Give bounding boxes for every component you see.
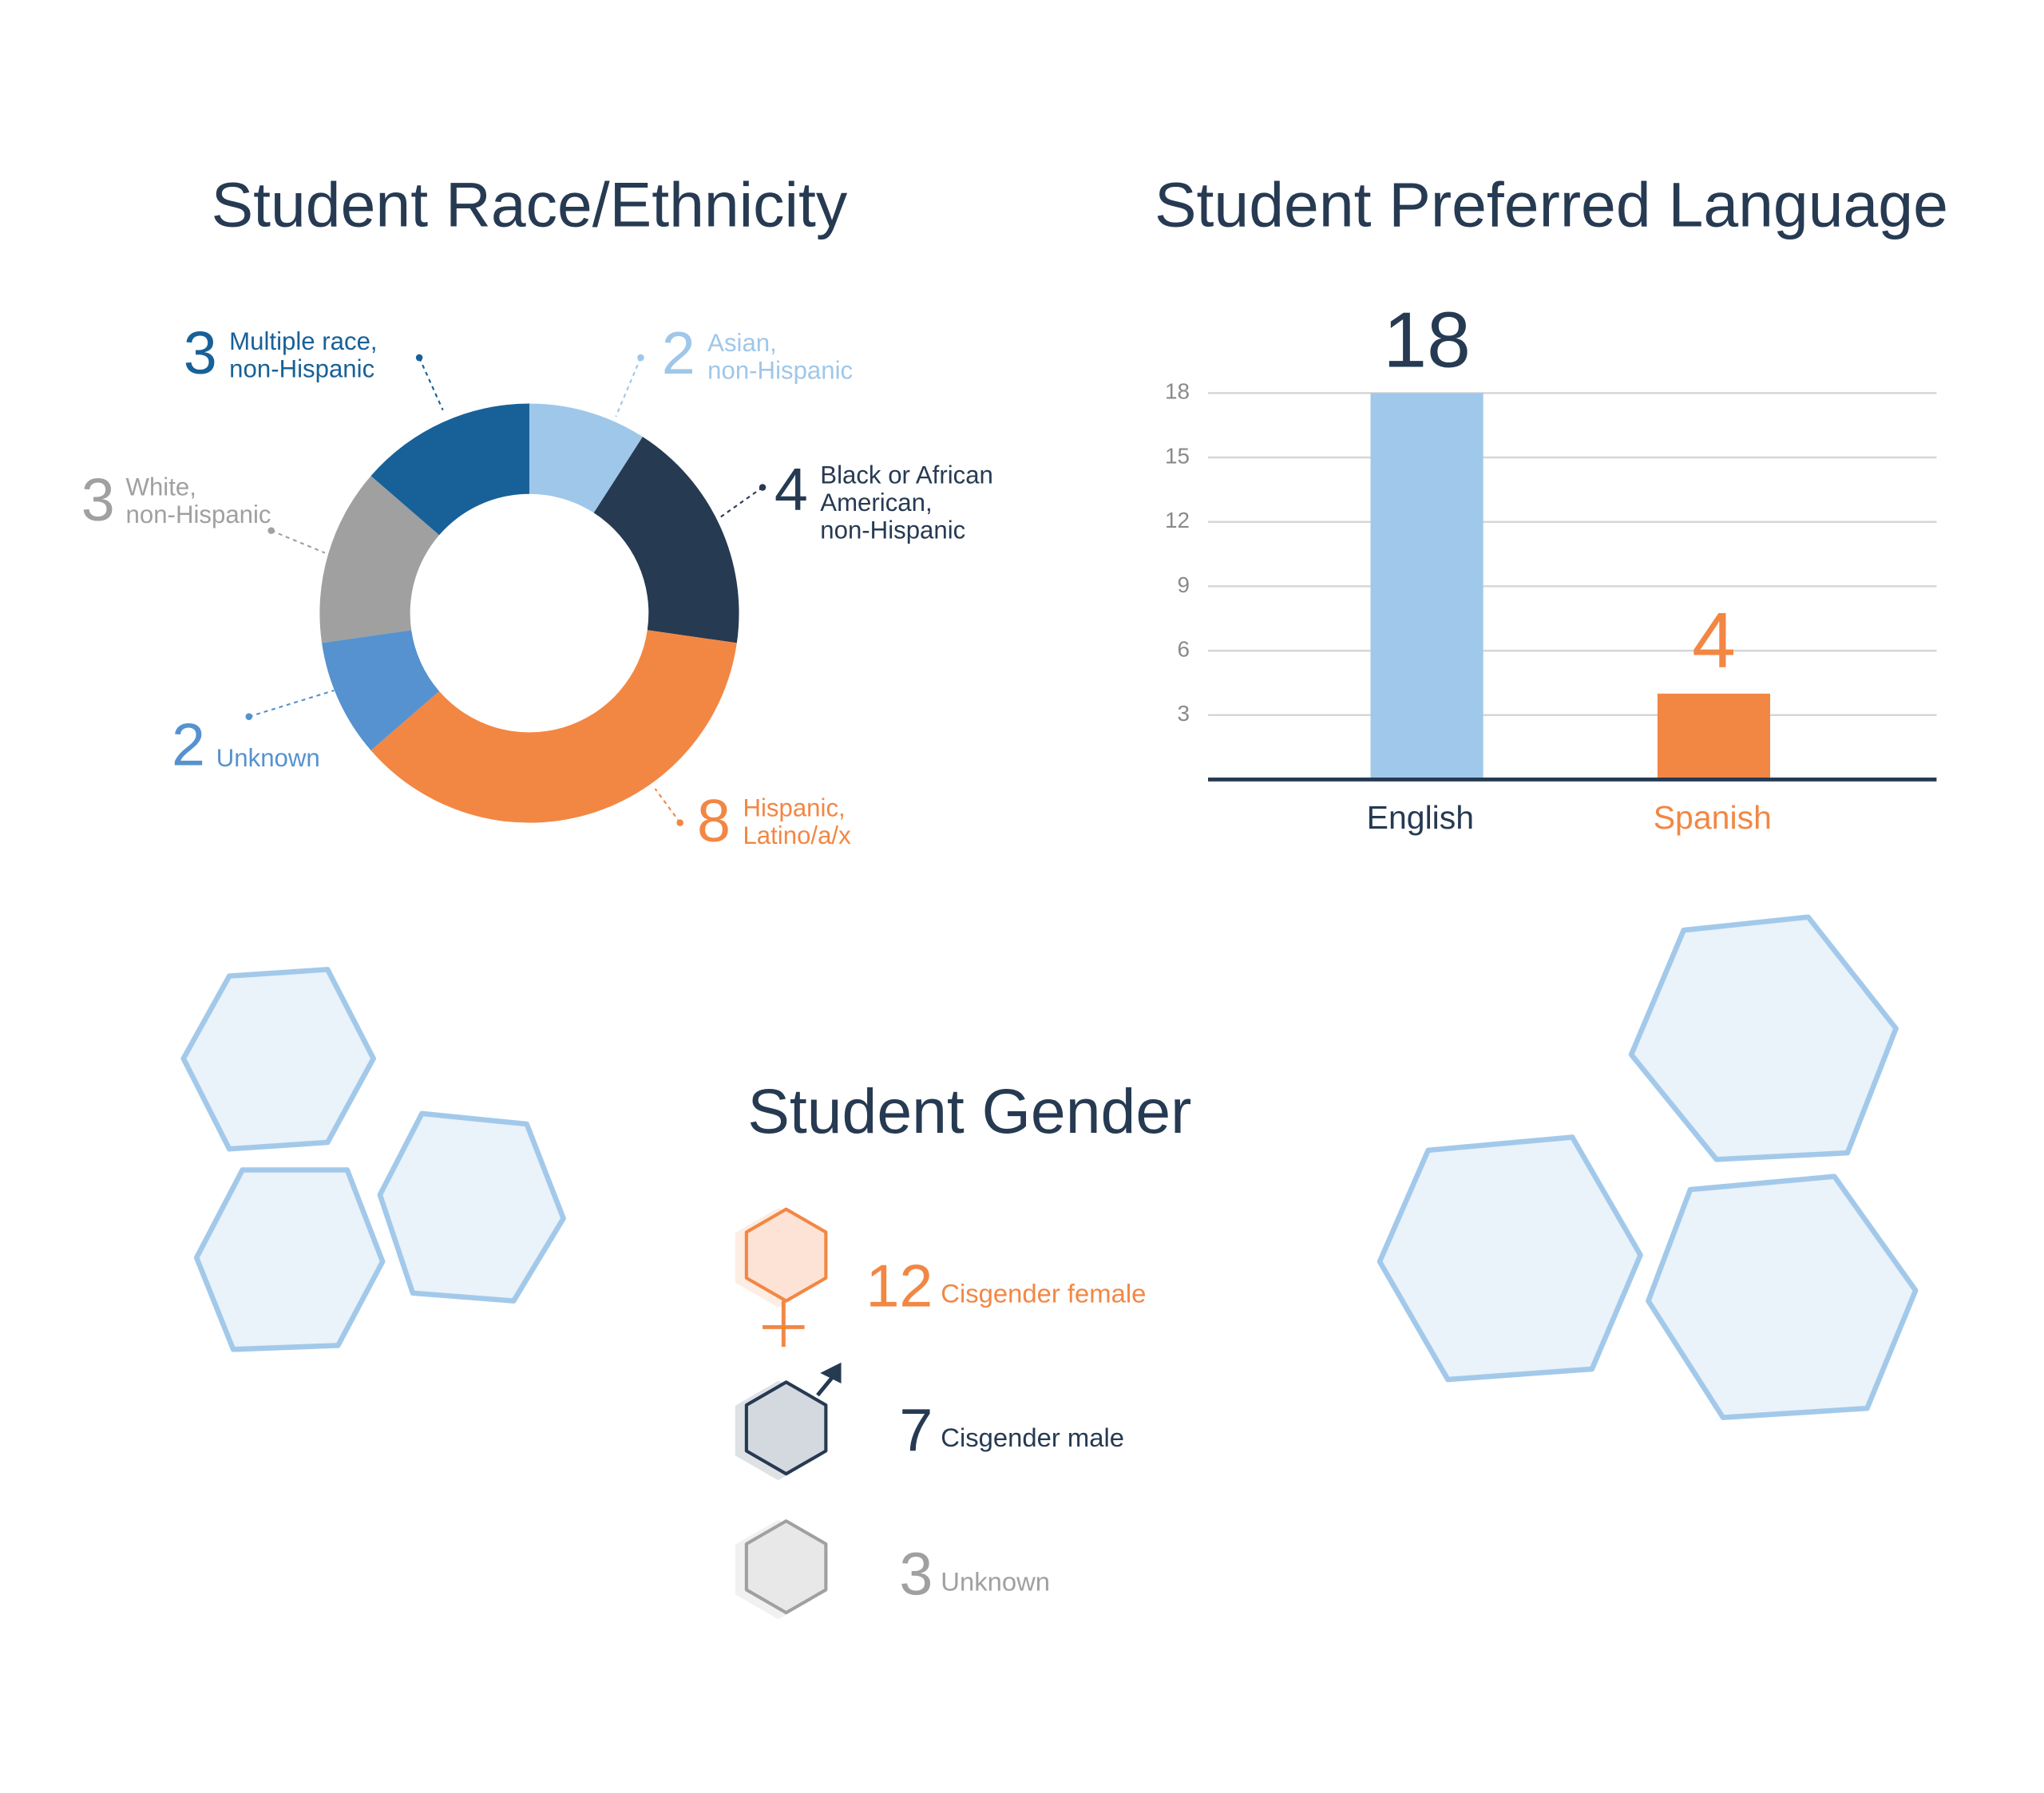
leader-dot xyxy=(637,354,644,362)
icon-arrow xyxy=(820,1362,842,1383)
y-tick-label: 6 xyxy=(1178,636,1190,661)
y-tick-label: 9 xyxy=(1178,572,1190,597)
decor-hexagons xyxy=(180,914,1919,1420)
value-label: 7 xyxy=(899,1396,933,1463)
category-label-box: Hispanic, Latino/a/x xyxy=(743,795,851,851)
category-label: Unknown xyxy=(941,1567,1050,1597)
y-tick-label: 18 xyxy=(1165,379,1190,404)
value-label: 3 xyxy=(81,466,115,533)
value-label: 3 xyxy=(184,319,217,386)
leader-dot xyxy=(676,819,683,826)
hexagon-decor xyxy=(1646,1174,1919,1420)
gender-icon xyxy=(744,1519,828,1615)
y-tick-label: 12 xyxy=(1165,508,1190,532)
category-label: Cisgender male xyxy=(941,1423,1124,1452)
bar xyxy=(1370,393,1483,780)
y-tick-label: 3 xyxy=(1178,701,1190,726)
donut-slice xyxy=(370,630,737,823)
gender-icon xyxy=(744,1207,828,1303)
leader-dot xyxy=(759,484,766,491)
leader-line xyxy=(418,357,444,411)
hexagon-decor xyxy=(180,967,376,1152)
hexagon-decor xyxy=(1628,914,1899,1162)
category-label: Black or African American, non-Hispanic xyxy=(820,462,993,545)
category-label-box: Unknown xyxy=(216,745,320,774)
value-label: 2 xyxy=(172,711,205,778)
value-label: 3 xyxy=(899,1540,933,1607)
leader-line xyxy=(615,357,642,418)
donut-slice xyxy=(529,403,643,513)
y-tick-label: 15 xyxy=(1165,443,1190,468)
leader-dot xyxy=(245,713,253,720)
chart-title: Student Preferred Language xyxy=(1155,169,1948,239)
category-label: Hispanic, Latino/a/x xyxy=(743,795,851,851)
donut-slice xyxy=(370,403,529,536)
category-label: Unknown xyxy=(216,745,320,774)
hexagon-decor xyxy=(1377,1134,1643,1383)
donut-slice xyxy=(593,437,739,643)
leader-dot xyxy=(415,354,423,362)
leader-line xyxy=(717,486,763,520)
leader-line xyxy=(271,529,326,554)
category-label-box: Multiple race, non-Hispanic xyxy=(229,328,378,384)
value-label: 4 xyxy=(1692,596,1736,684)
leader-dot xyxy=(267,527,275,534)
value-label: 8 xyxy=(697,787,731,854)
hexagon-decor xyxy=(193,1167,386,1352)
chart-title: Student Race/Ethnicity xyxy=(212,169,848,239)
leader-line xyxy=(248,689,335,718)
value-label: 2 xyxy=(662,319,695,386)
value-label: 12 xyxy=(866,1252,933,1319)
donut-slice xyxy=(319,476,440,643)
x-tick-label: English xyxy=(1367,799,1475,836)
leader-line xyxy=(654,788,681,824)
category-label-box: White, non-Hispanic xyxy=(125,474,271,530)
category-label: Asian, non-Hispanic xyxy=(707,330,854,386)
hexagon-decor xyxy=(377,1110,566,1304)
category-label-box: Black or African American, non-Hispanic xyxy=(820,462,993,545)
category-label: Multiple race, non-Hispanic xyxy=(229,328,378,384)
gender-icon xyxy=(744,1380,828,1476)
x-tick-label: Spanish xyxy=(1654,799,1772,836)
donut-slice xyxy=(322,630,440,750)
category-label: White, non-Hispanic xyxy=(125,474,271,530)
value-label: 18 xyxy=(1383,295,1471,383)
category-label-box: Asian, non-Hispanic xyxy=(707,330,854,386)
value-label: 4 xyxy=(774,456,808,523)
bar xyxy=(1657,693,1771,780)
category-label: Cisgender female xyxy=(941,1279,1146,1308)
chart-title: Student Gender xyxy=(747,1076,1191,1146)
